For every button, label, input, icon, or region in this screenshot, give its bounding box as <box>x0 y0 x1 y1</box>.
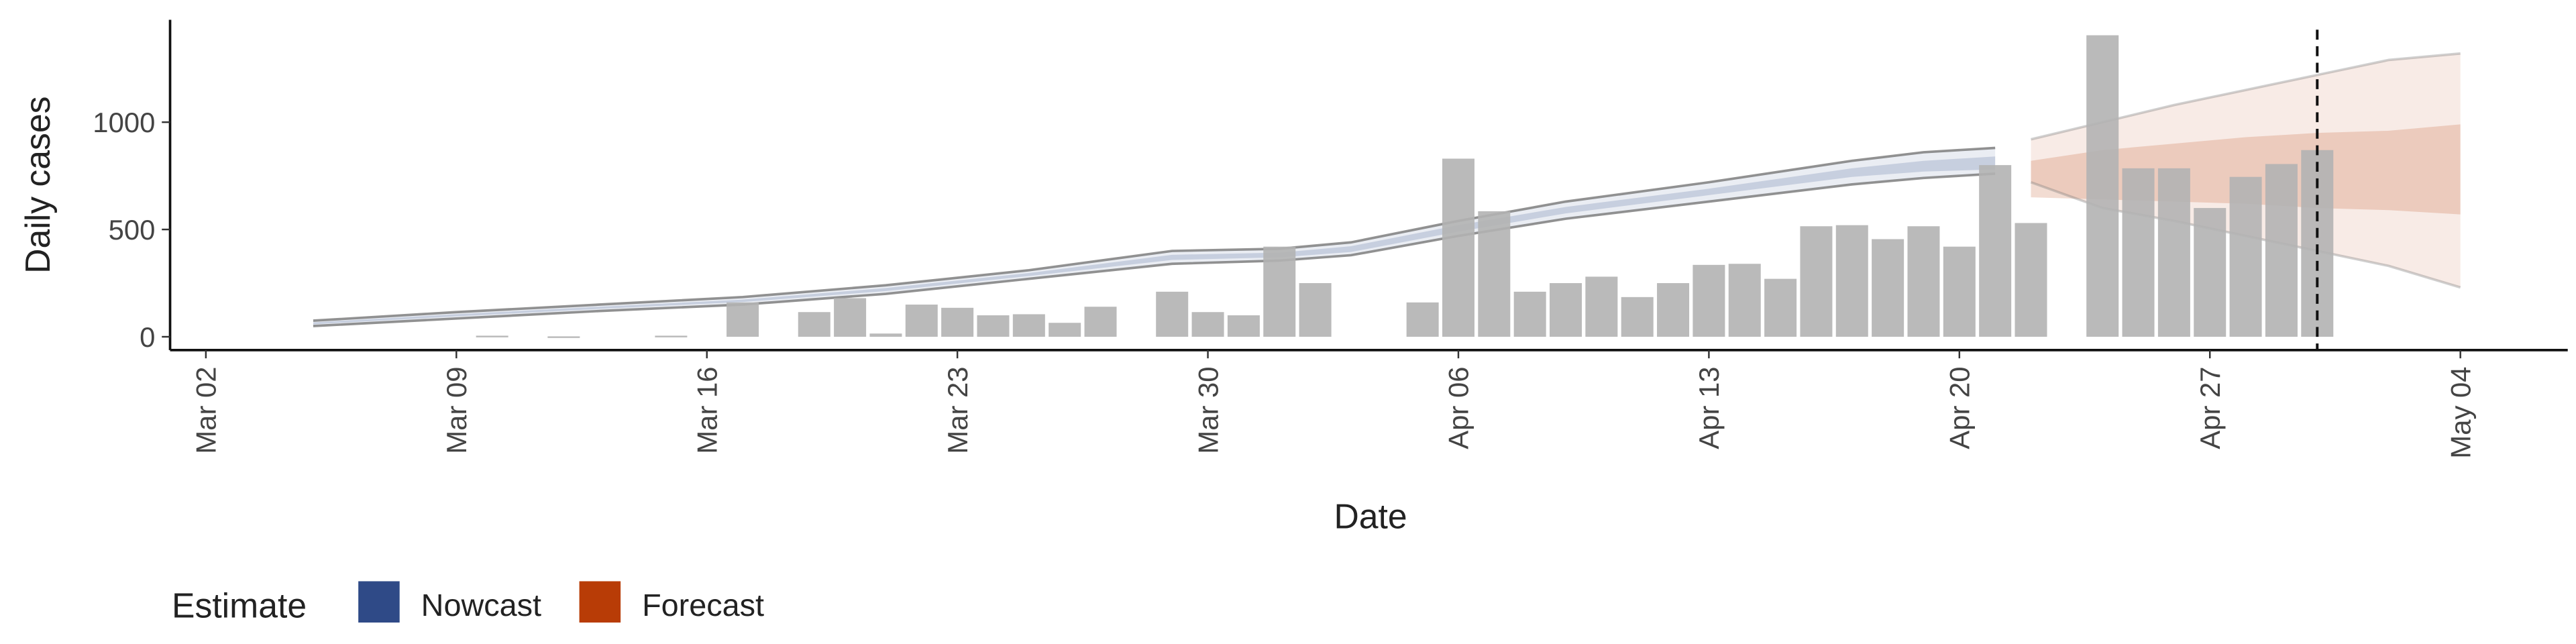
x-tick-label: Mar 23 <box>942 366 973 453</box>
bar <box>1084 307 1117 337</box>
bar <box>1227 315 1260 337</box>
x-tick-label: Mar 09 <box>441 366 472 453</box>
bar <box>1406 302 1439 337</box>
legend-label: Forecast <box>642 588 764 623</box>
x-axis-title: Date <box>1334 497 1407 536</box>
bar <box>1191 312 1224 337</box>
x-tick-label: Mar 30 <box>1192 366 1224 453</box>
x-tick-label: Apr 20 <box>1944 366 1976 449</box>
legend-label: Nowcast <box>421 588 541 623</box>
bar <box>941 307 974 337</box>
y-tick-label: 1000 <box>93 107 155 138</box>
y-axis-title: Daily cases <box>18 97 57 274</box>
bar <box>1907 226 1940 337</box>
bar <box>1478 211 1511 337</box>
bar <box>476 335 508 337</box>
bar <box>1800 226 1833 337</box>
bar <box>655 335 688 337</box>
bar <box>2157 168 2190 337</box>
bar <box>2122 168 2155 337</box>
bar <box>2194 208 2226 337</box>
bar <box>1657 283 1690 337</box>
bar <box>977 315 1010 337</box>
bar <box>2229 176 2262 337</box>
y-tick-label: 500 <box>109 214 156 246</box>
bar <box>1693 264 1725 337</box>
bar <box>1979 165 2012 337</box>
bar <box>1872 239 1904 337</box>
bar <box>1621 297 1654 337</box>
band-50 <box>313 156 1996 325</box>
bar <box>1442 158 1474 337</box>
bar <box>2301 150 2334 337</box>
legend-swatch <box>358 581 400 623</box>
bar <box>2015 223 2047 337</box>
bar <box>1835 225 1868 337</box>
x-tick-label: Mar 02 <box>191 366 222 453</box>
x-tick-label: Apr 27 <box>2194 366 2226 449</box>
bar <box>1550 283 1582 337</box>
bar <box>1299 283 1332 337</box>
bar <box>1156 291 1189 337</box>
legend-title: Estimate <box>172 586 307 625</box>
bar <box>869 333 902 337</box>
x-tick-label: Apr 13 <box>1693 366 1725 449</box>
y-tick-label: 0 <box>140 321 155 353</box>
bar <box>1764 278 1797 337</box>
bar <box>547 336 580 338</box>
x-tick-label: Mar 16 <box>691 366 722 453</box>
bar <box>834 298 867 337</box>
bar <box>905 305 938 337</box>
bar <box>1513 291 1546 337</box>
bar <box>1263 246 1296 337</box>
bar <box>798 312 830 337</box>
x-tick-label: May 04 <box>2445 366 2476 458</box>
bar <box>2086 35 2119 337</box>
bar <box>727 302 759 337</box>
bar <box>1943 246 1976 337</box>
bar <box>1012 314 1045 337</box>
band-90 <box>2031 53 2461 288</box>
bar <box>1728 264 1761 337</box>
bar <box>1585 276 1618 337</box>
legend-swatch <box>579 581 621 623</box>
bar <box>2265 164 2298 337</box>
x-tick-label: Apr 06 <box>1443 366 1474 449</box>
bar <box>1049 323 1081 337</box>
